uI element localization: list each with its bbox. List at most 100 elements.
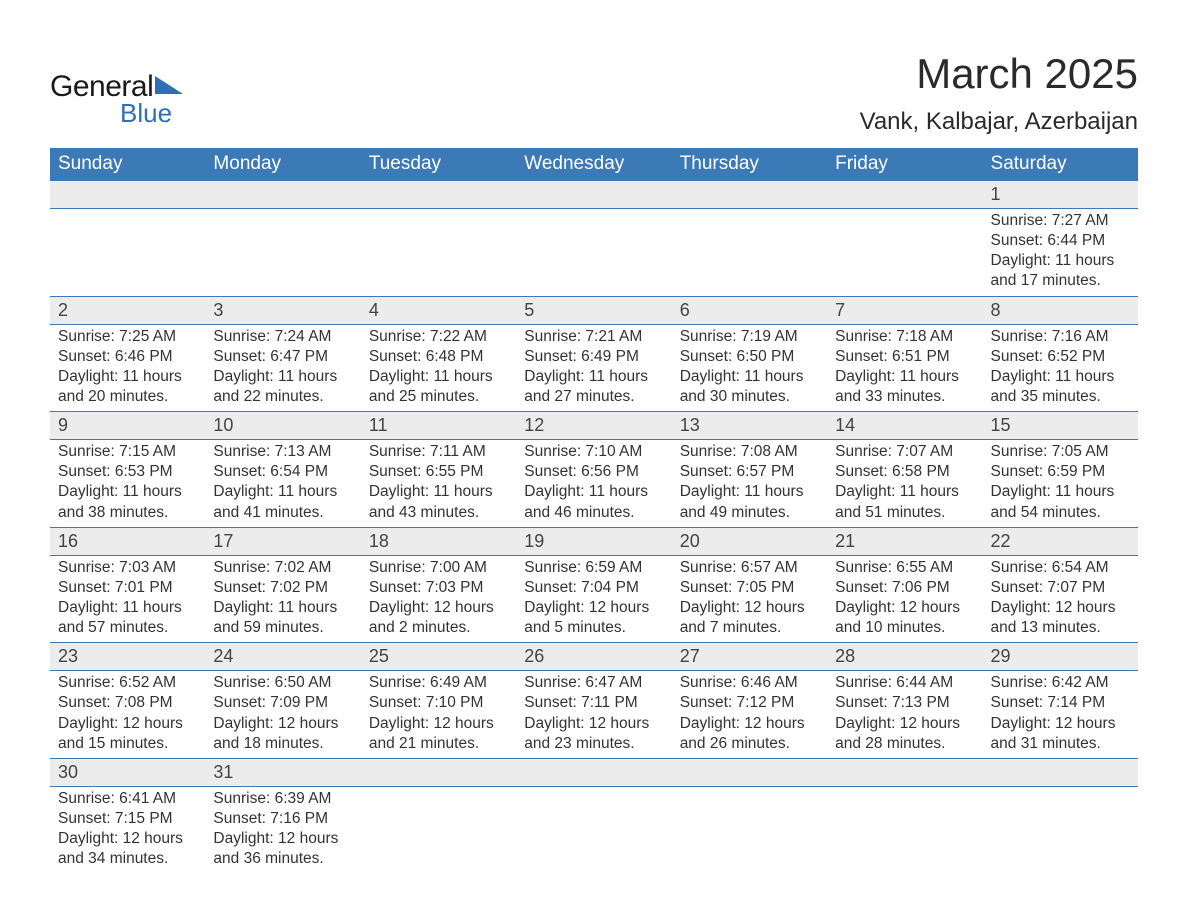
day-data-cell: Sunrise: 7:13 AMSunset: 6:54 PMDaylight:… bbox=[205, 440, 360, 528]
day-data-cell bbox=[361, 786, 516, 873]
day-number-cell bbox=[672, 181, 827, 209]
daylight-line2: and 20 minutes. bbox=[58, 387, 197, 407]
daylight-line2: and 5 minutes. bbox=[524, 618, 663, 638]
sunrise-text: Sunrise: 7:22 AM bbox=[369, 327, 508, 347]
sunrise-text: Sunrise: 7:24 AM bbox=[213, 327, 352, 347]
daylight-line1: Daylight: 11 hours bbox=[991, 482, 1130, 502]
daylight-line2: and 2 minutes. bbox=[369, 618, 508, 638]
day-number-cell: 13 bbox=[672, 412, 827, 440]
day-number-cell: 31 bbox=[205, 758, 360, 786]
sunset-text: Sunset: 7:03 PM bbox=[369, 578, 508, 598]
sunset-text: Sunset: 6:59 PM bbox=[991, 462, 1130, 482]
daylight-line1: Daylight: 11 hours bbox=[213, 367, 352, 387]
sunset-text: Sunset: 7:04 PM bbox=[524, 578, 663, 598]
daylight-line2: and 21 minutes. bbox=[369, 734, 508, 754]
day-data-cell: Sunrise: 7:27 AMSunset: 6:44 PMDaylight:… bbox=[983, 209, 1138, 297]
day-number-cell: 22 bbox=[983, 527, 1138, 555]
day-data-cell bbox=[361, 209, 516, 297]
sunset-text: Sunset: 7:02 PM bbox=[213, 578, 352, 598]
daylight-line2: and 57 minutes. bbox=[58, 618, 197, 638]
day-data-cell: Sunrise: 6:54 AMSunset: 7:07 PMDaylight:… bbox=[983, 555, 1138, 643]
sunset-text: Sunset: 6:44 PM bbox=[991, 231, 1130, 251]
day-data-cell bbox=[827, 786, 982, 873]
daylight-line1: Daylight: 11 hours bbox=[369, 367, 508, 387]
sunset-text: Sunset: 7:13 PM bbox=[835, 693, 974, 713]
daylight-line1: Daylight: 11 hours bbox=[835, 367, 974, 387]
sunrise-text: Sunrise: 6:49 AM bbox=[369, 673, 508, 693]
day-data-cell: Sunrise: 7:24 AMSunset: 6:47 PMDaylight:… bbox=[205, 324, 360, 412]
sunset-text: Sunset: 6:49 PM bbox=[524, 347, 663, 367]
daylight-line1: Daylight: 11 hours bbox=[369, 482, 508, 502]
day-data-cell: Sunrise: 7:10 AMSunset: 6:56 PMDaylight:… bbox=[516, 440, 671, 528]
daylight-line2: and 34 minutes. bbox=[58, 849, 197, 869]
daylight-line1: Daylight: 11 hours bbox=[524, 482, 663, 502]
daylight-line2: and 27 minutes. bbox=[524, 387, 663, 407]
day-number-cell: 26 bbox=[516, 643, 671, 671]
day-data-cell bbox=[983, 786, 1138, 873]
sunrise-text: Sunrise: 6:42 AM bbox=[991, 673, 1130, 693]
sunset-text: Sunset: 7:15 PM bbox=[58, 809, 197, 829]
sunset-text: Sunset: 6:52 PM bbox=[991, 347, 1130, 367]
dayhead-wed: Wednesday bbox=[516, 148, 671, 181]
sunset-text: Sunset: 6:55 PM bbox=[369, 462, 508, 482]
sunset-text: Sunset: 6:46 PM bbox=[58, 347, 197, 367]
day-data-cell: Sunrise: 6:46 AMSunset: 7:12 PMDaylight:… bbox=[672, 671, 827, 759]
sunrise-text: Sunrise: 6:59 AM bbox=[524, 558, 663, 578]
daylight-line2: and 49 minutes. bbox=[680, 503, 819, 523]
day-number-cell: 8 bbox=[983, 296, 1138, 324]
sunrise-text: Sunrise: 7:10 AM bbox=[524, 442, 663, 462]
sunrise-text: Sunrise: 7:21 AM bbox=[524, 327, 663, 347]
day-number-cell: 28 bbox=[827, 643, 982, 671]
daylight-line1: Daylight: 12 hours bbox=[58, 714, 197, 734]
day-number-cell: 29 bbox=[983, 643, 1138, 671]
week-5-data-row: Sunrise: 6:41 AMSunset: 7:15 PMDaylight:… bbox=[50, 786, 1138, 873]
day-number-cell bbox=[361, 758, 516, 786]
sunrise-text: Sunrise: 6:44 AM bbox=[835, 673, 974, 693]
dayhead-tue: Tuesday bbox=[361, 148, 516, 181]
sunrise-text: Sunrise: 7:16 AM bbox=[991, 327, 1130, 347]
day-data-cell bbox=[516, 786, 671, 873]
day-number-cell bbox=[516, 758, 671, 786]
sunrise-text: Sunrise: 7:05 AM bbox=[991, 442, 1130, 462]
sunset-text: Sunset: 6:57 PM bbox=[680, 462, 819, 482]
daylight-line1: Daylight: 11 hours bbox=[213, 598, 352, 618]
day-data-cell: Sunrise: 7:25 AMSunset: 6:46 PMDaylight:… bbox=[50, 324, 205, 412]
week-4-number-row: 23242526272829 bbox=[50, 643, 1138, 671]
day-number-cell: 30 bbox=[50, 758, 205, 786]
sunset-text: Sunset: 6:58 PM bbox=[835, 462, 974, 482]
sunrise-text: Sunrise: 7:27 AM bbox=[991, 211, 1130, 231]
sunset-text: Sunset: 7:01 PM bbox=[58, 578, 197, 598]
week-3-number-row: 16171819202122 bbox=[50, 527, 1138, 555]
day-data-cell: Sunrise: 6:57 AMSunset: 7:05 PMDaylight:… bbox=[672, 555, 827, 643]
day-number-cell bbox=[827, 758, 982, 786]
day-number-cell: 20 bbox=[672, 527, 827, 555]
daylight-line2: and 18 minutes. bbox=[213, 734, 352, 754]
daylight-line2: and 26 minutes. bbox=[680, 734, 819, 754]
daylight-line2: and 43 minutes. bbox=[369, 503, 508, 523]
day-number-cell: 21 bbox=[827, 527, 982, 555]
daylight-line1: Daylight: 12 hours bbox=[524, 598, 663, 618]
day-number-cell: 17 bbox=[205, 527, 360, 555]
day-data-cell bbox=[516, 209, 671, 297]
sunrise-text: Sunrise: 6:52 AM bbox=[58, 673, 197, 693]
sunrise-text: Sunrise: 7:00 AM bbox=[369, 558, 508, 578]
day-number-cell: 24 bbox=[205, 643, 360, 671]
sunset-text: Sunset: 6:56 PM bbox=[524, 462, 663, 482]
sunset-text: Sunset: 7:12 PM bbox=[680, 693, 819, 713]
daylight-line1: Daylight: 12 hours bbox=[58, 829, 197, 849]
daylight-line2: and 13 minutes. bbox=[991, 618, 1130, 638]
sunset-text: Sunset: 7:14 PM bbox=[991, 693, 1130, 713]
header: General Blue March 2025 Vank, Kalbajar, … bbox=[50, 50, 1138, 136]
daylight-line2: and 38 minutes. bbox=[58, 503, 197, 523]
sunrise-text: Sunrise: 6:50 AM bbox=[213, 673, 352, 693]
day-number-cell: 19 bbox=[516, 527, 671, 555]
day-data-cell: Sunrise: 7:18 AMSunset: 6:51 PMDaylight:… bbox=[827, 324, 982, 412]
day-data-cell: Sunrise: 6:55 AMSunset: 7:06 PMDaylight:… bbox=[827, 555, 982, 643]
sunrise-text: Sunrise: 7:25 AM bbox=[58, 327, 197, 347]
day-data-cell: Sunrise: 6:44 AMSunset: 7:13 PMDaylight:… bbox=[827, 671, 982, 759]
week-2-data-row: Sunrise: 7:15 AMSunset: 6:53 PMDaylight:… bbox=[50, 440, 1138, 528]
location-subtitle: Vank, Kalbajar, Azerbaijan bbox=[860, 108, 1138, 136]
daylight-line1: Daylight: 12 hours bbox=[680, 598, 819, 618]
daylight-line2: and 30 minutes. bbox=[680, 387, 819, 407]
day-data-cell: Sunrise: 6:52 AMSunset: 7:08 PMDaylight:… bbox=[50, 671, 205, 759]
